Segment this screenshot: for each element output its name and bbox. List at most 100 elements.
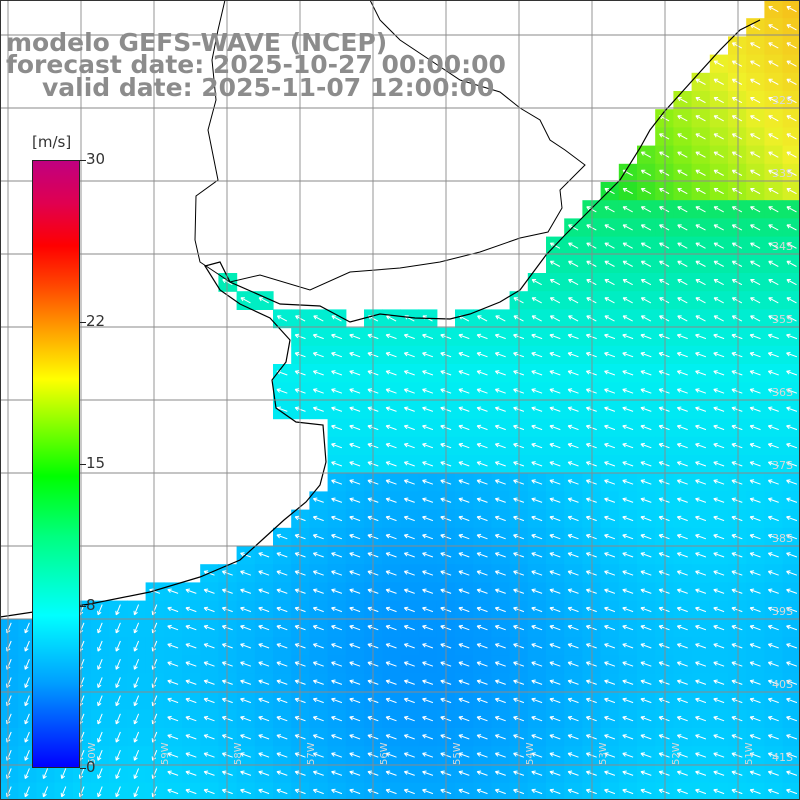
wind-arrow — [767, 461, 779, 467]
wind-arrow — [403, 497, 415, 503]
wind-arrow — [677, 188, 688, 195]
wind-arrow — [604, 206, 615, 213]
wind-arrow — [695, 370, 707, 376]
wind-arrow — [494, 788, 506, 795]
wind-arrow — [258, 752, 270, 758]
wind-arrow — [385, 406, 397, 412]
wind-arrow — [731, 479, 743, 485]
wind-arrow — [385, 715, 397, 722]
wind-arrow — [713, 624, 725, 631]
wind-arrow — [476, 588, 488, 594]
wind-arrow — [531, 588, 543, 594]
wind-arrow — [695, 752, 707, 758]
wind-arrow — [494, 461, 506, 467]
wind-arrow — [767, 406, 779, 412]
wind-arrow — [640, 461, 652, 467]
wind-arrow — [622, 260, 633, 267]
wind-arrow — [749, 388, 761, 394]
wind-arrow — [349, 606, 361, 613]
wind-arrow — [695, 624, 707, 631]
wind-arrow — [786, 461, 798, 467]
wind-arrow — [676, 661, 688, 667]
wind-arrow — [185, 715, 197, 722]
wind-arrow — [133, 695, 140, 707]
wind-arrow — [349, 479, 361, 485]
wind-arrow — [531, 315, 542, 322]
wind-arrow — [276, 606, 288, 613]
wind-arrow — [786, 151, 797, 158]
wind-arrow — [750, 42, 761, 49]
wind-arrow — [676, 351, 688, 358]
wind-arrow — [676, 588, 688, 594]
wind-arrow — [385, 388, 397, 394]
wind-arrow — [422, 770, 434, 776]
wind-arrow — [786, 42, 797, 49]
wind-arrow — [604, 588, 616, 594]
wind-arrow — [585, 606, 597, 613]
wind-arrow — [695, 697, 707, 704]
wind-arrow — [768, 224, 779, 231]
wind-arrow — [403, 570, 415, 576]
wind-arrow — [695, 188, 706, 195]
wind-arrow — [695, 533, 707, 540]
wind-arrow — [658, 424, 670, 431]
wind-arrow — [458, 643, 470, 649]
wind-arrow — [349, 788, 361, 795]
wind-arrow — [622, 188, 633, 195]
wind-arrow — [331, 715, 343, 722]
wind-arrow — [768, 260, 779, 267]
wind-arrow — [731, 115, 743, 122]
wind-arrow — [203, 661, 215, 667]
wind-arrow — [531, 679, 543, 685]
wind-arrow — [640, 297, 652, 304]
wind-arrow — [567, 606, 579, 613]
wind-arrow — [768, 115, 779, 122]
wind-arrow — [749, 661, 761, 667]
wind-arrow — [531, 479, 543, 485]
wind-arrow — [531, 351, 543, 358]
wind-arrow — [767, 697, 779, 704]
wind-arrow — [677, 151, 688, 158]
wind-arrow — [658, 679, 670, 685]
wind-arrow — [385, 479, 397, 485]
wind-arrow — [622, 770, 634, 776]
wind-arrow — [622, 479, 634, 485]
wind-arrow — [604, 624, 616, 631]
wind-arrow — [640, 552, 652, 558]
wind-arrow — [258, 788, 270, 795]
lon-label: 53W — [598, 742, 609, 765]
wind-arrow — [604, 788, 616, 795]
wind-arrow — [312, 406, 324, 412]
wind-arrow — [731, 661, 743, 667]
wind-arrow — [185, 697, 197, 704]
wind-arrow — [385, 442, 397, 449]
wind-arrow — [221, 570, 233, 576]
wind-arrows — [6, 6, 798, 798]
wind-arrow — [349, 679, 361, 685]
wind-arrow — [695, 606, 707, 613]
wind-arrow — [731, 315, 743, 322]
wind-arrow — [677, 115, 688, 122]
wind-arrow — [97, 713, 103, 725]
wind-arrow — [604, 279, 615, 286]
wind-arrow — [604, 424, 616, 431]
wind-arrow — [276, 570, 288, 576]
wind-arrow — [276, 697, 288, 704]
lat-label: 39S — [772, 605, 793, 618]
wind-arrow — [676, 497, 688, 503]
wind-arrow — [115, 750, 121, 761]
wind-arrow — [676, 552, 688, 558]
wind-arrow — [385, 461, 397, 467]
wind-arrow — [458, 570, 470, 576]
wind-arrow — [567, 788, 579, 795]
wind-arrow — [385, 661, 397, 667]
wind-arrow — [695, 588, 707, 594]
wind-arrow — [385, 497, 397, 503]
wind-arrow — [695, 515, 707, 522]
wind-arrow — [585, 697, 597, 704]
wind-arrow — [676, 643, 688, 649]
wind-arrow — [786, 715, 798, 722]
wind-arrow — [403, 333, 415, 340]
wind-arrow — [786, 442, 798, 449]
wind-arrow — [731, 552, 743, 558]
